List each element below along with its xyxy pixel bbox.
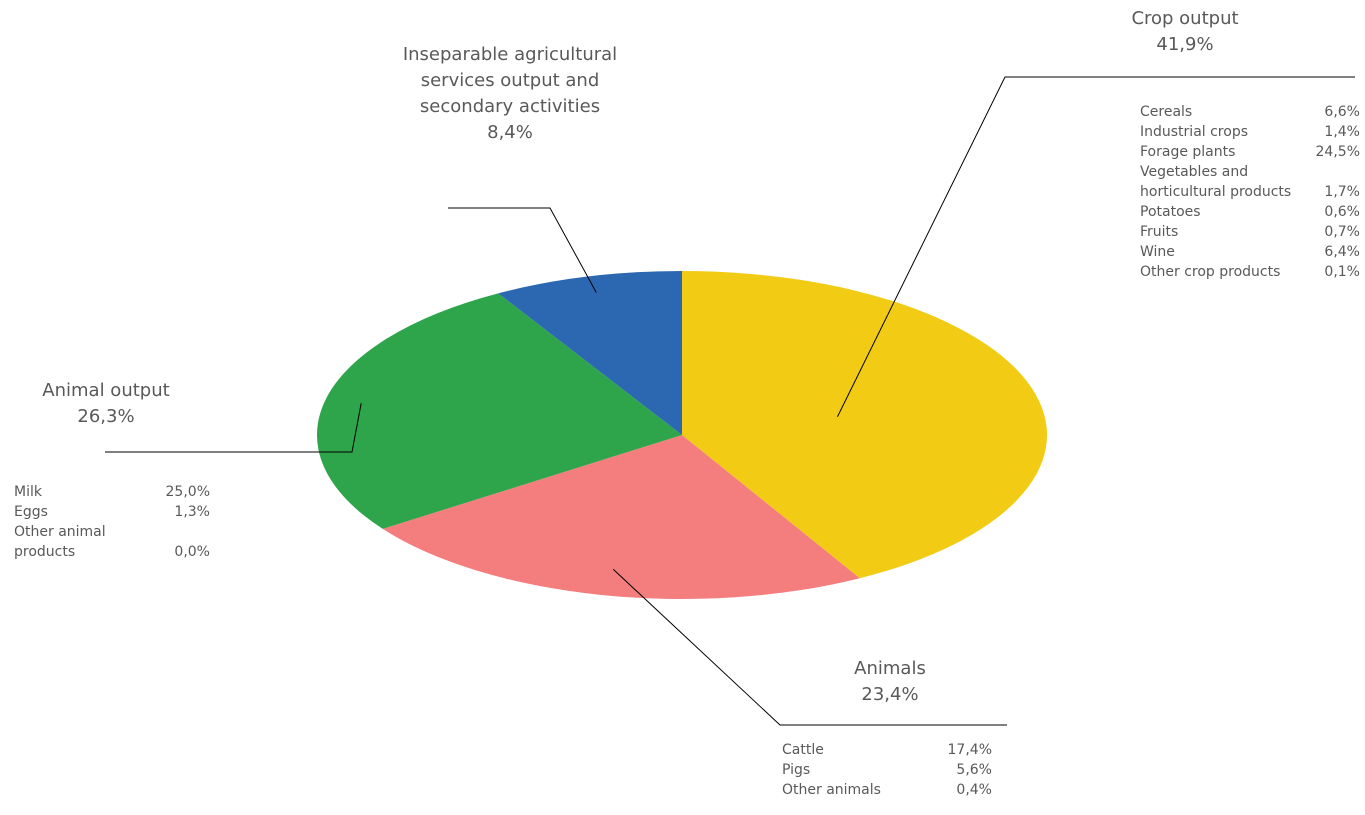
breakdown-label: Forage plants [1140,144,1236,160]
breakdown-value: 1,4% [1324,124,1360,140]
slice-animal-output [317,293,682,529]
breakdown-label: Other crop products [1140,264,1281,280]
breakdown-value: 0,1% [1324,264,1360,280]
breakdown-value: 0,6% [1324,204,1360,220]
callout-crop-output-name: Crop output [1131,8,1239,29]
breakdown-row: Industrial crops 1,4% [1140,122,1360,142]
breakdown-row: Vegetables and horticultural products 1,7… [1140,162,1360,202]
breakdown-label: Other animal products [14,524,106,560]
breakdown-row: Other crop products 0,1% [1140,262,1360,282]
breakdown-label: Industrial crops [1140,124,1249,140]
breakdown-row: Wine 6,4% [1140,242,1360,262]
breakdown-label: Pigs [782,762,811,778]
callout-inseparable-services: Inseparable agricultural services output… [390,42,630,146]
breakdown-label: Potatoes [1140,204,1201,220]
callout-animal-output: Animal output 26,3% [16,378,196,430]
breakdown-label: Other animals [782,782,881,798]
breakdown-label: Eggs [14,504,48,520]
breakdown-row: Other animal products 0,0% [14,522,210,562]
slice-inseparable-services [498,271,682,435]
breakdown-label: Wine [1140,244,1175,260]
breakdown-value: 5,6% [956,762,992,778]
breakdown-label: Fruits [1140,224,1179,240]
slice-crop-output [682,271,1047,579]
callout-animals-name: Animals [854,658,926,679]
breakdown-label: Vegetables and horticultural products [1140,164,1292,200]
breakdown-row: Fruits 0,7% [1140,222,1360,242]
breakdown-value: 24,5% [1315,144,1360,160]
callout-inseparable-services-name: Inseparable agricultural services output… [402,44,618,117]
breakdown-value: 1,7% [1324,184,1360,200]
breakdown-value: 6,4% [1324,244,1360,260]
breakdown-row: Cereals 6,6% [1140,102,1360,122]
breakdown-value: 6,6% [1324,104,1360,120]
breakdown-label: Cereals [1140,104,1193,120]
breakdown-value: 0,4% [956,782,992,798]
leader-line-animal-output [105,403,362,453]
callout-animals-value: 23,4% [861,684,919,705]
breakdown-row: Other animals 0,4% [782,780,992,800]
breakdown-row: Potatoes 0,6% [1140,202,1360,222]
leader-line-inseparable-services [448,207,597,293]
breakdown-value: 25,0% [165,484,210,500]
breakdown-row: Forage plants 24,5% [1140,142,1360,162]
breakdown-value: 1,3% [174,504,210,520]
breakdown-value: 0,7% [1324,224,1360,240]
breakdown-label: Cattle [782,742,824,758]
callout-animal-output-value: 26,3% [77,406,135,427]
callout-animals: Animals 23,4% [810,656,970,708]
crop-output-breakdown: Cereals 6,6% Industrial crops 1,4% Forage … [1140,102,1360,282]
breakdown-row: Pigs 5,6% [782,760,992,780]
animals-breakdown: Cattle 17,4% Pigs 5,6% Other animals 0,4% [782,740,992,800]
callout-inseparable-services-value: 8,4% [487,122,533,143]
callout-crop-output: Crop output 41,9% [1060,6,1310,58]
callout-animal-output-name: Animal output [42,380,170,401]
breakdown-row: Milk 25,0% [14,482,210,502]
leader-line-animals [612,568,1007,726]
breakdown-label: Milk [14,484,42,500]
breakdown-value: 0,0% [174,544,210,560]
leader-line-crop-output [836,76,1355,418]
slice-animals [382,435,860,599]
breakdown-value: 17,4% [947,742,992,758]
animal-output-breakdown: Milk 25,0% Eggs 1,3% Other animal products… [14,482,210,562]
breakdown-row: Eggs 1,3% [14,502,210,522]
breakdown-row: Cattle 17,4% [782,740,992,760]
callout-crop-output-value: 41,9% [1156,34,1214,55]
